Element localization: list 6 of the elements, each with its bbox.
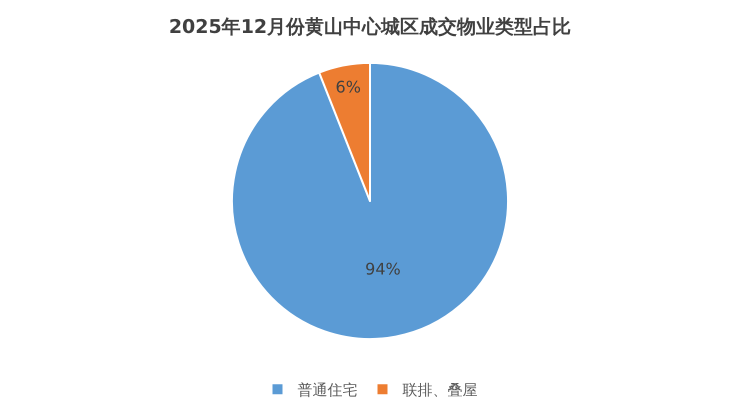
pie-slice [231, 62, 509, 340]
chart-title: 2025年12月份黄山中心城区成交物业类型占比 [168, 16, 572, 38]
data-label: 6% [336, 77, 361, 96]
legend-label: 联排、叠屋 [402, 381, 478, 400]
data-label: 94% [365, 259, 401, 278]
legend-label: 普通住宅 [298, 381, 358, 400]
